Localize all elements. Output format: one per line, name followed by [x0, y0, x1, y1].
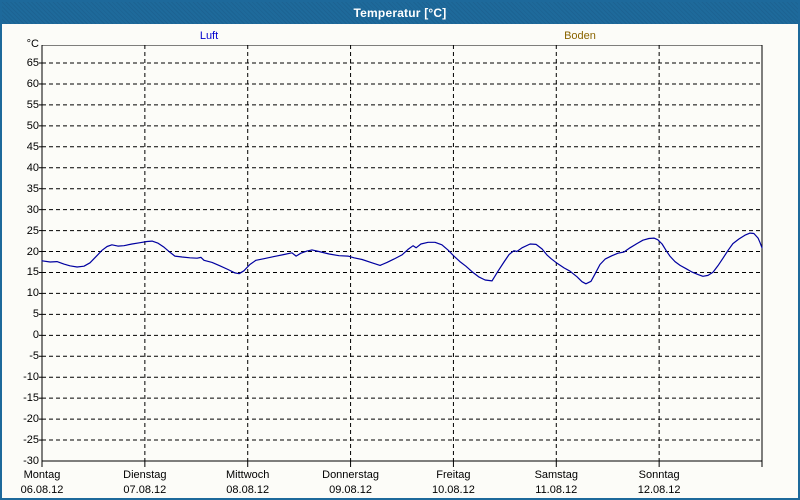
- y-axis-label: 40: [26, 161, 39, 174]
- y-axis-label: 0: [32, 329, 39, 342]
- y-axis-label: 20: [26, 245, 39, 258]
- day-name: Sonntag: [638, 469, 680, 481]
- y-axis-label: 30: [26, 203, 39, 216]
- x-axis-day-label: Sonntag 12.08.12: [614, 468, 704, 497]
- x-axis-day-label: Samstag 11.08.12: [511, 468, 601, 497]
- legend-item-luft: Luft: [199, 30, 219, 42]
- y-axis-unit-label: °C: [26, 38, 39, 50]
- y-axis-label: 65: [26, 57, 39, 69]
- day-name: Freitag: [436, 469, 471, 481]
- y-axis-label: -20: [23, 413, 39, 426]
- window-title: Temperatur [°C]: [353, 6, 447, 20]
- day-name: Dienstag: [123, 469, 167, 481]
- y-axis-label: -5: [29, 350, 39, 363]
- day-name: Montag: [23, 469, 61, 481]
- y-axis-label: -10: [23, 371, 39, 384]
- plot-border: [41, 45, 763, 462]
- y-axis-label: 60: [26, 77, 39, 90]
- day-date: 06.08.12: [20, 484, 64, 496]
- y-axis-label: -15: [23, 392, 39, 405]
- day-date: 07.08.12: [123, 484, 167, 496]
- day-name: Samstag: [534, 469, 578, 481]
- series-line-luft: [41, 232, 763, 285]
- x-axis-day-label: Montag 06.08.12: [0, 468, 87, 497]
- y-axis-label: 35: [26, 182, 39, 195]
- x-axis-day-label: Donnerstag 09.08.12: [306, 468, 396, 497]
- y-axis-label: 55: [26, 98, 39, 111]
- x-axis-day-label: Mittwoch 08.08.12: [203, 468, 293, 497]
- day-date: 11.08.12: [535, 484, 578, 496]
- y-axis-label: -25: [23, 434, 39, 447]
- day-date: 09.08.12: [329, 484, 372, 496]
- day-date: 12.08.12: [637, 484, 681, 496]
- day-date: 08.08.12: [226, 484, 270, 496]
- day-name: Donnerstag: [322, 469, 379, 481]
- temperature-chart: [39, 45, 763, 467]
- y-axis-label: 50: [26, 119, 39, 132]
- legend-item-boden: Boden: [564, 30, 596, 42]
- day-name: Mittwoch: [226, 469, 270, 481]
- y-axis-label: 15: [26, 266, 39, 279]
- day-date: 10.08.12: [432, 484, 475, 496]
- y-axis-label: 25: [26, 224, 39, 237]
- y-axis-label: 10: [26, 287, 39, 300]
- y-axis-label: 5: [32, 308, 39, 321]
- y-axis-label: 45: [26, 140, 39, 153]
- window-titlebar: Temperatur [°C]: [2, 2, 798, 24]
- y-axis-label: -30: [23, 455, 39, 467]
- x-axis-day-label: Freitag 10.08.12: [408, 468, 498, 497]
- x-axis-day-label: Dienstag 07.08.12: [100, 468, 190, 497]
